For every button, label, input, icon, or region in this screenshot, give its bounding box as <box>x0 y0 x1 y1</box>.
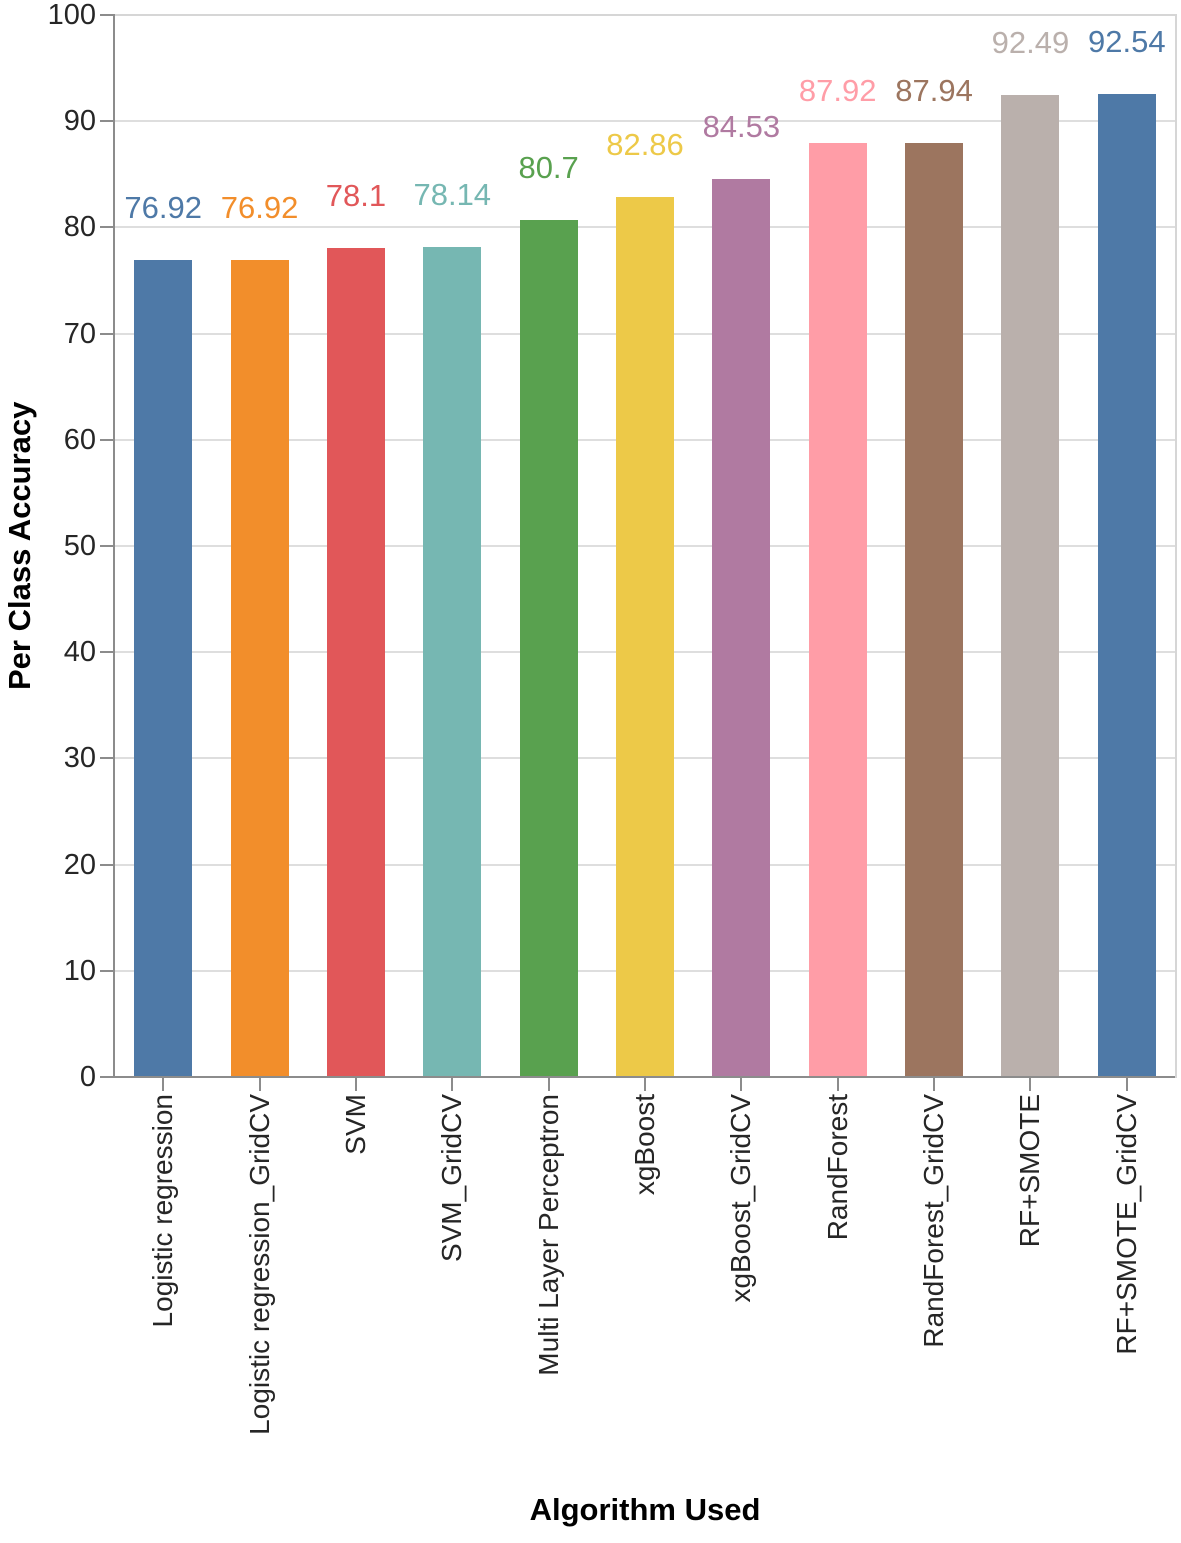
y-tick-mark <box>100 226 113 229</box>
bar <box>519 219 578 1076</box>
plot-border-right <box>1175 14 1177 1078</box>
y-tick-mark <box>100 1076 113 1078</box>
bar <box>230 260 289 1076</box>
x-category-label: RandForest <box>821 1094 853 1241</box>
bar <box>616 197 674 1076</box>
bar-value-label: 82.86 <box>606 127 684 163</box>
y-tick-mark <box>100 332 113 335</box>
y-tick-mark <box>100 969 113 972</box>
x-category-label: RF+SMOTE <box>1014 1094 1046 1248</box>
bar <box>808 143 867 1076</box>
bar-value-label: 92.49 <box>991 24 1070 60</box>
x-category-label: xgBoost_GridCV <box>725 1094 757 1303</box>
bar-value-label: 80.7 <box>518 149 579 185</box>
bar <box>423 247 482 1076</box>
y-gridline <box>115 120 1175 123</box>
y-tick-label: 90 <box>63 105 96 138</box>
x-category-label: RF+SMOTE_GridCV <box>1110 1094 1142 1355</box>
bar-value-label: 78.1 <box>325 177 387 213</box>
x-category-label: Logistic regression <box>147 1094 179 1328</box>
x-tick-mark <box>1029 1078 1032 1091</box>
y-tick-label: 80 <box>63 211 96 244</box>
bar <box>1001 94 1060 1076</box>
y-tick-label: 30 <box>63 742 96 775</box>
bar-value-label: 76.92 <box>124 190 202 226</box>
y-tick-mark <box>100 545 113 547</box>
y-tick-mark <box>100 438 113 441</box>
y-tick-label: 10 <box>63 954 96 987</box>
y-tick-mark <box>100 651 113 654</box>
y-axis-line <box>113 14 115 1078</box>
y-tick-label: 0 <box>79 1061 96 1093</box>
x-category-label: xgBoost <box>629 1094 660 1196</box>
x-tick-mark <box>740 1078 743 1091</box>
x-tick-mark <box>644 1078 646 1091</box>
x-category-label: Logistic regression_GridCV <box>243 1094 275 1435</box>
x-tick-mark <box>1125 1078 1128 1091</box>
bar-value-label: 92.54 <box>1088 24 1166 60</box>
x-category-label: Multi Layer Perceptron <box>532 1094 564 1376</box>
x-tick-mark <box>354 1078 357 1091</box>
plot-border-top <box>115 14 1177 16</box>
bar <box>326 247 385 1076</box>
y-tick-mark <box>100 14 113 16</box>
x-tick-mark <box>933 1078 936 1091</box>
x-tick-mark <box>451 1078 454 1091</box>
x-tick-mark <box>836 1078 839 1091</box>
y-tick-label: 60 <box>63 423 96 456</box>
x-axis-title: Algorithm Used <box>529 1492 761 1527</box>
x-category-label: SVM_GridCV <box>436 1094 468 1263</box>
y-tick-mark <box>100 120 113 123</box>
bar <box>134 260 193 1076</box>
bar-value-label: 87.94 <box>895 73 973 109</box>
x-tick-mark <box>258 1078 261 1091</box>
bar-value-label: 78.14 <box>413 177 492 213</box>
y-axis-title: Per Class Accuracy <box>2 401 37 691</box>
y-tick-label: 20 <box>63 848 96 881</box>
y-tick-label: 50 <box>63 530 96 562</box>
x-axis-line <box>113 1076 1175 1078</box>
y-tick-label: 40 <box>63 636 96 669</box>
bar-value-label: 84.53 <box>702 109 781 145</box>
bar <box>1097 94 1156 1076</box>
bar <box>712 179 771 1076</box>
x-category-label: SVM <box>339 1094 371 1155</box>
bar-value-label: 87.92 <box>798 73 877 109</box>
bar <box>905 143 964 1076</box>
y-tick-mark <box>100 863 113 866</box>
x-tick-mark <box>547 1078 550 1091</box>
y-tick-label: 70 <box>63 317 96 350</box>
x-category-label: RandForest_GridCV <box>918 1094 950 1348</box>
y-tick-label: 100 <box>47 0 96 31</box>
bar-value-label: 76.92 <box>220 190 299 226</box>
x-tick-mark <box>162 1078 165 1091</box>
y-tick-mark <box>100 757 113 760</box>
